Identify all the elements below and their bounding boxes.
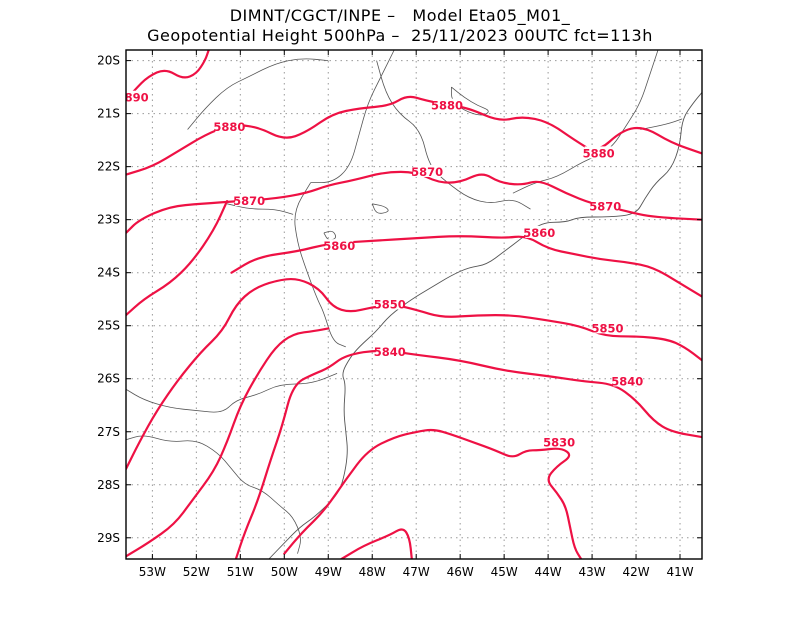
map-title-line-1: DIMNT/CGCT/INPE – Model Eta05_M01_ [229,6,571,25]
x-tick-label: 51W [227,565,254,579]
contour-label-background [545,435,574,448]
x-tick-label: 50W [271,565,298,579]
contour-label-background [525,225,554,238]
contour-5860 [126,200,229,317]
x-tick-label: 44W [535,565,562,579]
contour-label-background [432,98,461,111]
y-tick-label: 28S [97,478,120,492]
state-border [126,435,301,554]
geography-layer [126,50,702,559]
contour-label-background [325,239,354,252]
contour-label: 5880 [213,120,245,134]
x-tick-label: 43W [579,565,606,579]
contour-label: 5850 [591,321,623,335]
lake-outline [371,203,389,214]
x-tick-label: 45W [491,565,518,579]
state-border [126,373,338,413]
x-tick-label: 46W [447,565,474,579]
contour-label: 5880 [583,146,615,160]
contour-5860 [230,235,702,298]
state-border [187,58,329,130]
state-border [376,60,531,210]
x-tick-label: 42W [622,565,649,579]
axis-ticks: 53W 52W 51W 50W 49W 48W 47W 46W 45W 44W 43W 42W 41W 2… [97,50,702,579]
y-tick-label: 22S [97,160,120,174]
contour-layer [126,50,702,559]
x-tick-label: 52W [183,565,210,579]
coastline [268,92,702,559]
contour-label: 5860 [523,226,555,240]
contour-5830 [340,528,413,559]
contour-label: 5860 [323,239,355,253]
contour-label-background [584,146,613,159]
y-tick-label: 26S [97,372,120,386]
y-tick-label: 20S [97,54,120,68]
y-tick-label: 29S [97,531,120,545]
contour-5830 [283,428,583,559]
y-tick-label: 25S [97,319,120,333]
contour-label-background [593,321,622,334]
contour-5880 [126,95,702,176]
contour-label: 5870 [233,194,265,208]
x-tick-label: 41W [666,565,693,579]
x-tick-label: 49W [315,565,342,579]
contour-label: 5850 [374,298,406,312]
y-tick-label: 21S [97,107,120,121]
contour-label-background [613,374,642,387]
contour-label-background [591,199,620,212]
contour-5840 [126,327,330,558]
x-tick-label: 47W [403,565,430,579]
y-tick-label: 23S [97,213,120,227]
state-border [294,182,346,348]
x-tick-label: 48W [359,565,386,579]
contour-label: 5870 [589,199,621,213]
contour-label-layer: 5890 5880 5880 5880 5870 5870 5870 5860 5860 5850… [117,90,643,449]
plot-frame [125,49,703,560]
contour-label: 5880 [431,99,463,113]
contour-label: 5840 [611,374,643,388]
contour-label: 5890 [117,91,149,105]
map-title-line-2: Geopotential Height 500hPa – 25/11/2023 … [147,26,653,45]
contour-label: 5830 [543,435,575,449]
contour-5870 [126,170,702,234]
contour-5890 [126,50,210,102]
state-border [310,50,395,183]
contour-label-background [126,90,147,103]
y-tick-label: 24S [97,266,120,280]
contour-label-background [375,345,404,358]
contour-label: 5870 [411,165,443,179]
state-border [640,118,683,130]
contour-label-background [215,119,244,132]
y-tick-label: 27S [97,425,120,439]
contour-label: 5840 [374,345,406,359]
x-tick-label: 53W [139,565,166,579]
contour-label-background [375,297,404,310]
state-border [227,203,294,215]
contour-label-background [413,164,442,177]
contour-label-background [235,194,264,207]
contour-5850 [126,277,702,470]
